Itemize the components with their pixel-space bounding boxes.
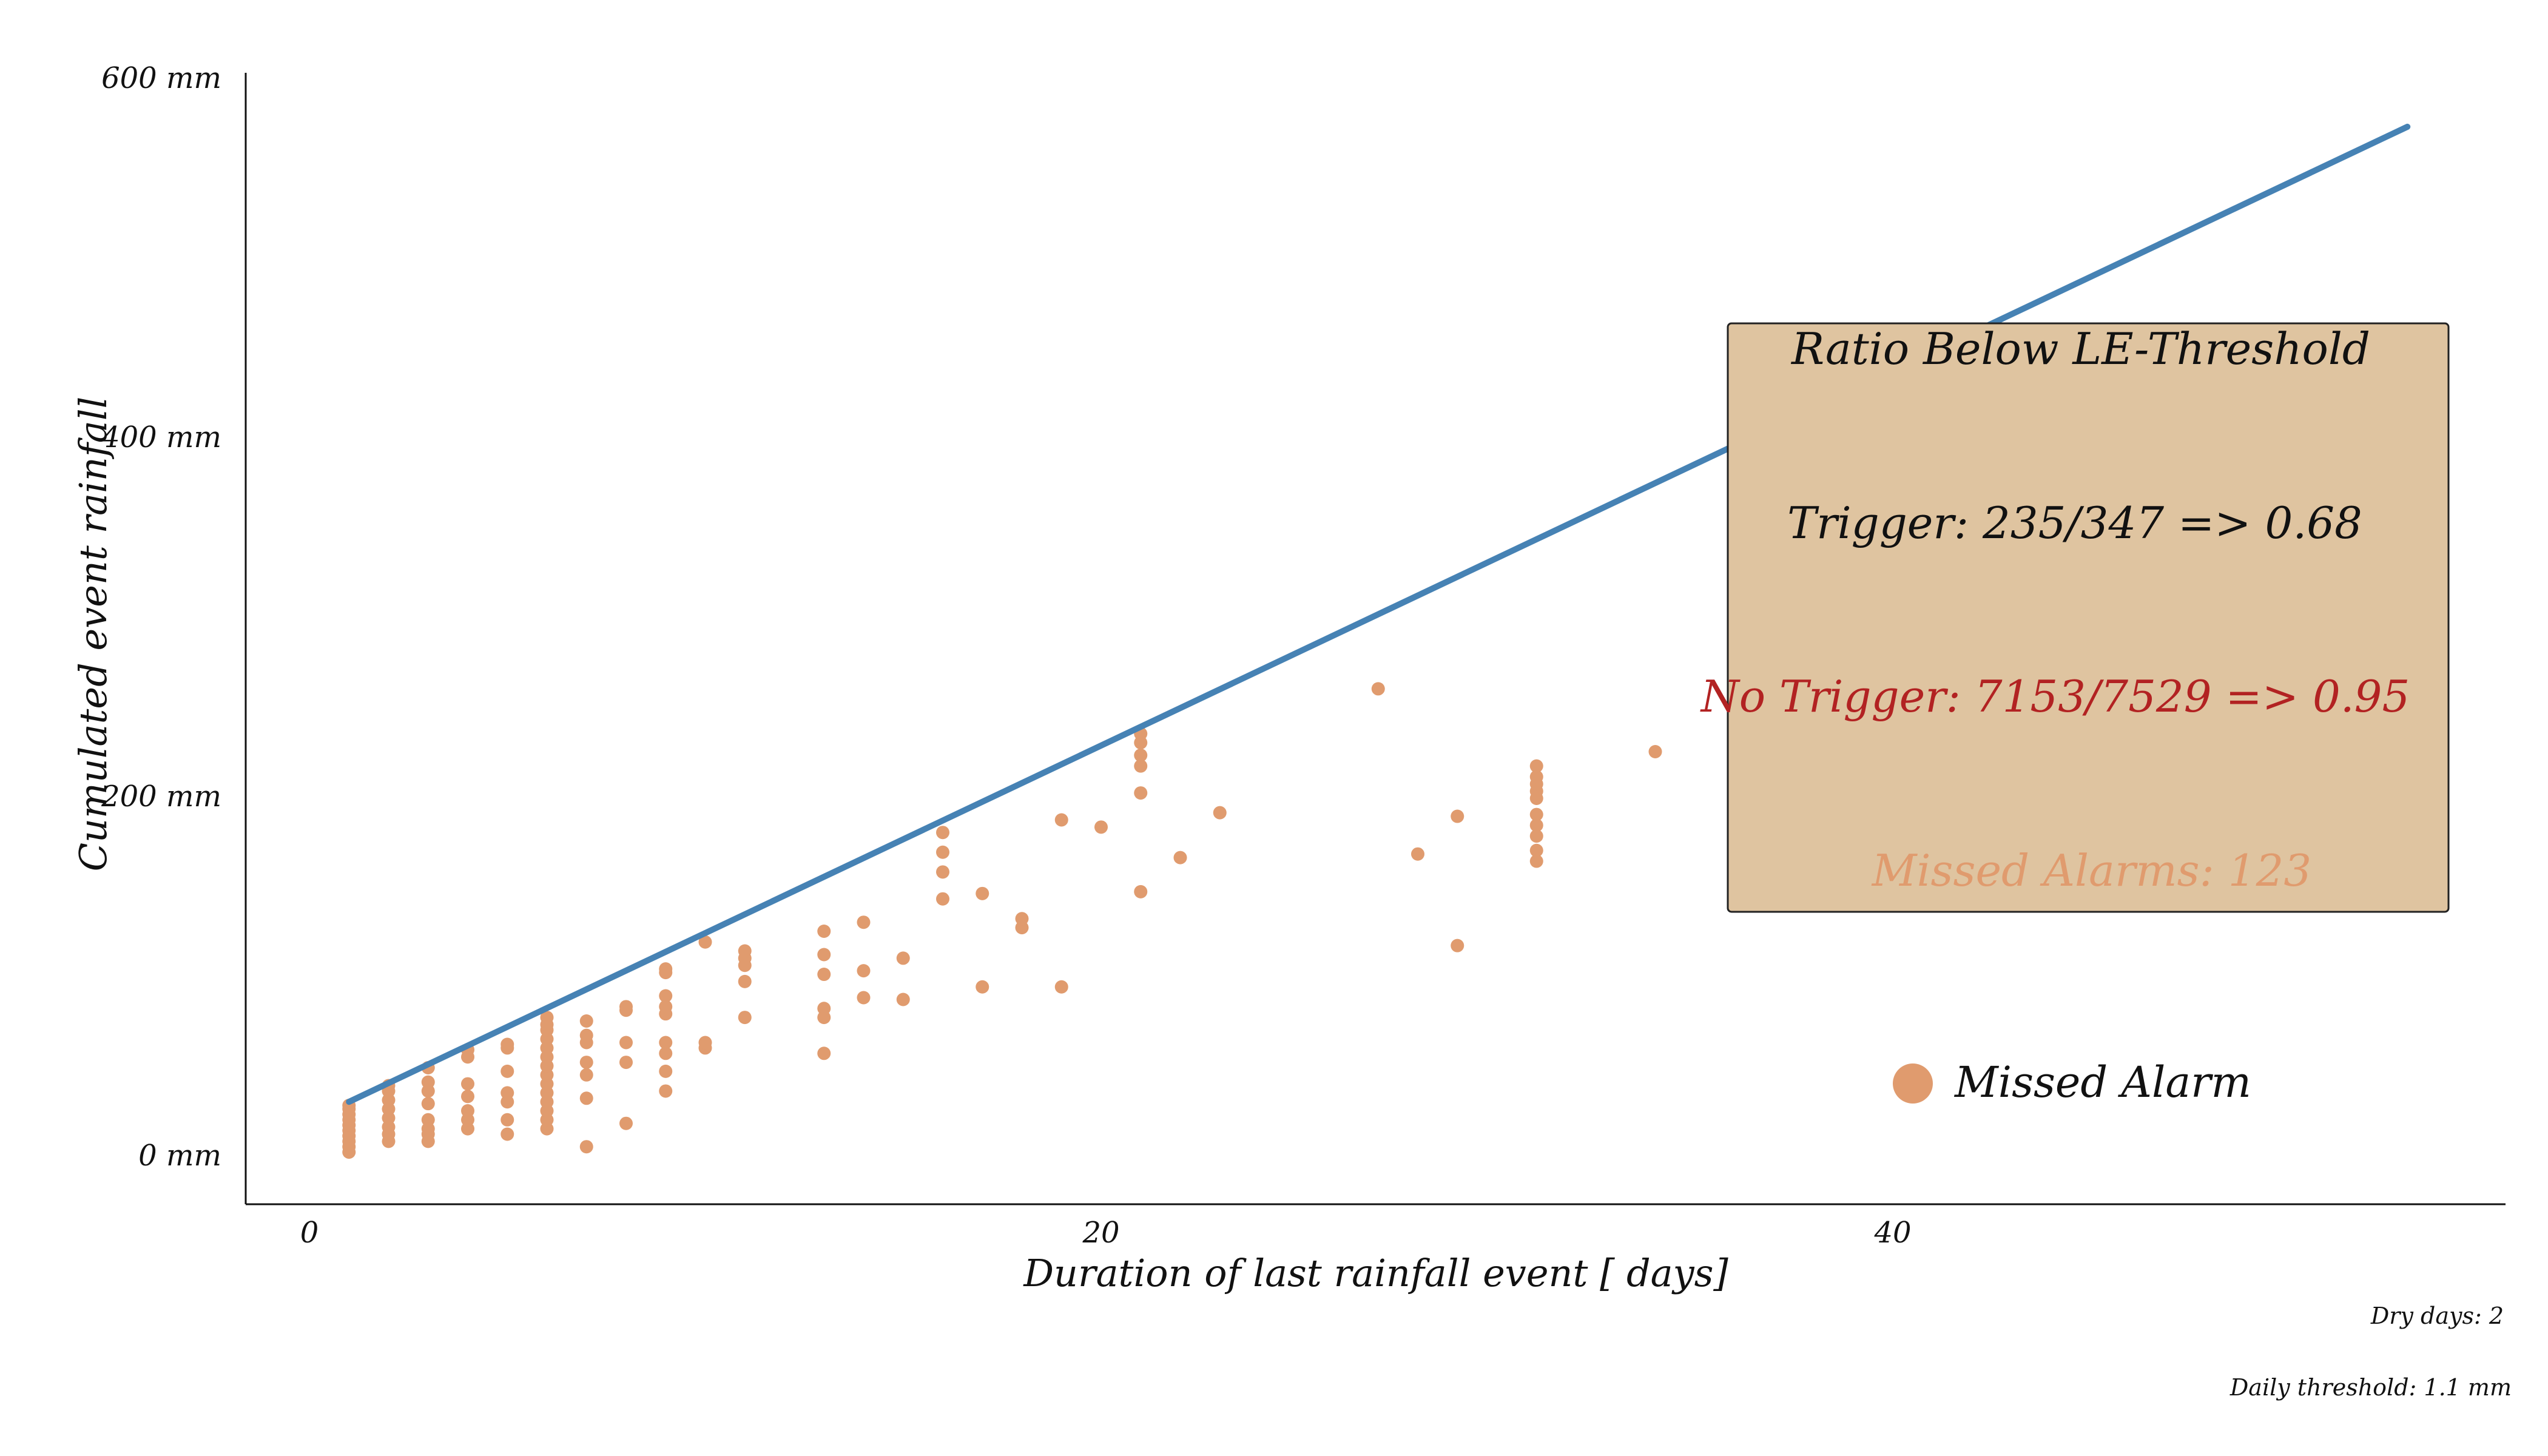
missed-alarm-point xyxy=(817,948,831,962)
missed-alarm-point xyxy=(817,968,831,982)
daily-threshold-note: Daily threshold: 1.1 mm xyxy=(2230,1374,2512,1401)
missed-alarm-point xyxy=(461,1090,474,1104)
y-tick-label: 200 mm xyxy=(101,780,221,814)
missed-alarm-point xyxy=(896,993,910,1006)
missed-alarm-point xyxy=(461,1104,474,1117)
legend: Missed Alarm xyxy=(1893,1057,2251,1107)
missed-alarm-point xyxy=(1648,745,1662,758)
missed-alarm-point xyxy=(738,974,752,988)
missed-alarm-point xyxy=(1173,851,1187,864)
missed-alarm-point xyxy=(500,1113,514,1127)
missed-alarm-point xyxy=(936,826,949,840)
missed-alarm-point xyxy=(936,845,949,859)
missed-alarm-point xyxy=(659,1084,673,1098)
missed-alarm-point xyxy=(1529,818,1543,832)
missed-alarm-point xyxy=(698,1036,712,1050)
missed-alarm-point xyxy=(817,1002,831,1016)
missed-alarm-point xyxy=(857,915,871,929)
missed-alarm-point xyxy=(1529,843,1543,857)
missed-alarm-point xyxy=(659,989,673,1003)
missed-alarm-point xyxy=(976,980,989,994)
missed-alarm-point xyxy=(619,1000,633,1014)
y-tick-label: 600 mm xyxy=(101,61,221,95)
x-tick-label: 20 xyxy=(1082,1216,1119,1250)
missed-alarm-point xyxy=(1451,809,1464,823)
x-tick-label: 40 xyxy=(1873,1216,1911,1250)
missed-alarm-point xyxy=(421,1113,435,1127)
missed-alarm-point xyxy=(659,1036,673,1050)
missed-alarm-point xyxy=(540,1011,554,1025)
missed-alarm-point xyxy=(1371,682,1385,696)
missed-alarm-point xyxy=(1015,912,1029,926)
missed-alarm-point xyxy=(1094,820,1108,834)
info-box-title: Ratio Below LE-Threshold xyxy=(1790,323,2370,374)
missed-alarm-point xyxy=(1134,759,1148,773)
y-tick-label: 400 mm xyxy=(101,420,221,454)
missed-alarm-point xyxy=(1134,748,1148,762)
le-threshold-line xyxy=(346,123,2411,1105)
missed-alarm-point xyxy=(698,935,712,949)
missed-alarm-point xyxy=(1451,939,1464,952)
missed-alarm-point xyxy=(976,886,989,900)
missed-alarm-point xyxy=(1529,759,1543,773)
missed-alarm-point xyxy=(659,1064,673,1078)
ratio-info-box: Ratio Below LE-Threshold Trigger: 235/34… xyxy=(1700,322,2450,913)
info-box-missed-alarms: Missed Alarms: 123 xyxy=(1871,845,2311,896)
missed-alarm-point xyxy=(659,1000,673,1014)
missed-alarm-point xyxy=(1213,806,1227,820)
x-tick-label: 0 xyxy=(300,1216,319,1250)
missed-alarm-point xyxy=(579,1068,593,1082)
missed-alarm-point xyxy=(579,1091,593,1105)
missed-alarm-point xyxy=(896,951,910,965)
missed-alarm-point xyxy=(1529,829,1543,843)
missed-alarm-point xyxy=(1411,847,1424,861)
missed-alarm-point xyxy=(1134,885,1148,898)
missed-alarm-point xyxy=(1529,807,1543,821)
missed-alarm-point xyxy=(461,1077,474,1091)
legend-label-missed-alarm: Missed Alarm xyxy=(1953,1057,2251,1107)
missed-alarm-point xyxy=(857,964,871,978)
missed-alarm-point xyxy=(738,1011,752,1025)
legend-marker-missed-alarm xyxy=(1893,1063,1933,1104)
missed-alarm-point xyxy=(421,1097,435,1111)
missed-alarm-point xyxy=(619,1036,633,1050)
missed-alarm-point xyxy=(579,1140,593,1154)
missed-alarm-point xyxy=(421,1075,435,1089)
missed-alarm-point xyxy=(500,1037,514,1051)
missed-alarm-point xyxy=(500,1127,514,1141)
missed-alarm-point xyxy=(579,1014,593,1028)
missed-alarm-point xyxy=(579,1028,593,1042)
x-axis-label: Duration of last rainfall event [ days] xyxy=(1023,1251,1728,1295)
missed-alarm-point xyxy=(817,925,831,938)
missed-alarm-point xyxy=(659,1046,673,1060)
missed-alarm-point xyxy=(1054,813,1068,827)
missed-alarm-point xyxy=(1529,770,1543,784)
missed-alarm-point xyxy=(579,1056,593,1070)
missed-alarm-point xyxy=(1054,980,1068,994)
missed-alarm-point xyxy=(500,1064,514,1078)
missed-alarm-point xyxy=(500,1086,514,1100)
y-tick-labels: 0 mm 200 mm 400 mm 600 mm xyxy=(101,61,221,1173)
missed-alarm-point xyxy=(936,892,949,906)
missed-alarm-point xyxy=(936,865,949,879)
info-box-no-trigger-ratio: No Trigger: 7153/7529 => 0.95 xyxy=(1700,671,2410,722)
missed-alarm-point xyxy=(1529,854,1543,868)
missed-alarm-point xyxy=(619,1056,633,1070)
missed-alarm-point xyxy=(619,1116,633,1130)
y-tick-label: 0 mm xyxy=(138,1139,221,1173)
dry-days-note: Dry days: 2 xyxy=(2370,1303,2504,1329)
missed-alarm-point xyxy=(1134,786,1148,800)
missed-alarm-point xyxy=(659,962,673,976)
y-axis-label: Cumulated event rainfall xyxy=(71,397,115,872)
missed-alarm-points xyxy=(342,682,1662,1159)
missed-alarm-point xyxy=(817,1046,831,1060)
missed-alarm-point xyxy=(738,944,752,958)
x-tick-labels: 0 20 40 xyxy=(300,1216,1912,1250)
info-box-background xyxy=(1727,322,2450,913)
missed-alarm-point xyxy=(857,991,871,1005)
info-box-trigger-ratio: Trigger: 235/347 => 0.68 xyxy=(1787,497,2362,548)
